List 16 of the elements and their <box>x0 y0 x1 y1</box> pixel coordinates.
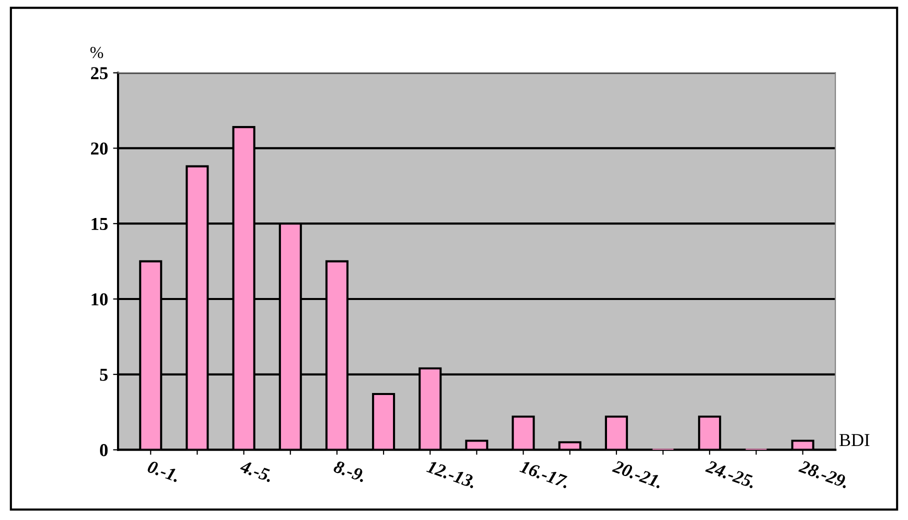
x-tick-label: 12.-13. <box>426 460 477 489</box>
x-tick-label: 24.-25. <box>705 460 756 489</box>
x-axis-title: BDI <box>839 434 870 446</box>
x-tick-label: 4.-5. <box>239 460 274 482</box>
y-tick-label: 5 <box>100 368 108 381</box>
y-tick-label: 0 <box>100 444 108 456</box>
y-tick-label: 25 <box>91 67 108 80</box>
x-tick-label: 0.-1. <box>146 460 180 482</box>
y-axis-title: % <box>90 46 104 58</box>
y-tick-label: 20 <box>91 142 108 155</box>
x-tick-label: 16.-17. <box>519 460 570 489</box>
y-tick-label: 10 <box>92 293 108 306</box>
y-tick-label: 15 <box>92 218 108 230</box>
x-tick-label: 28.-29. <box>798 460 850 489</box>
x-tick-label: 20.-21. <box>612 460 663 489</box>
x-tick-label: 8.-9. <box>332 460 367 482</box>
